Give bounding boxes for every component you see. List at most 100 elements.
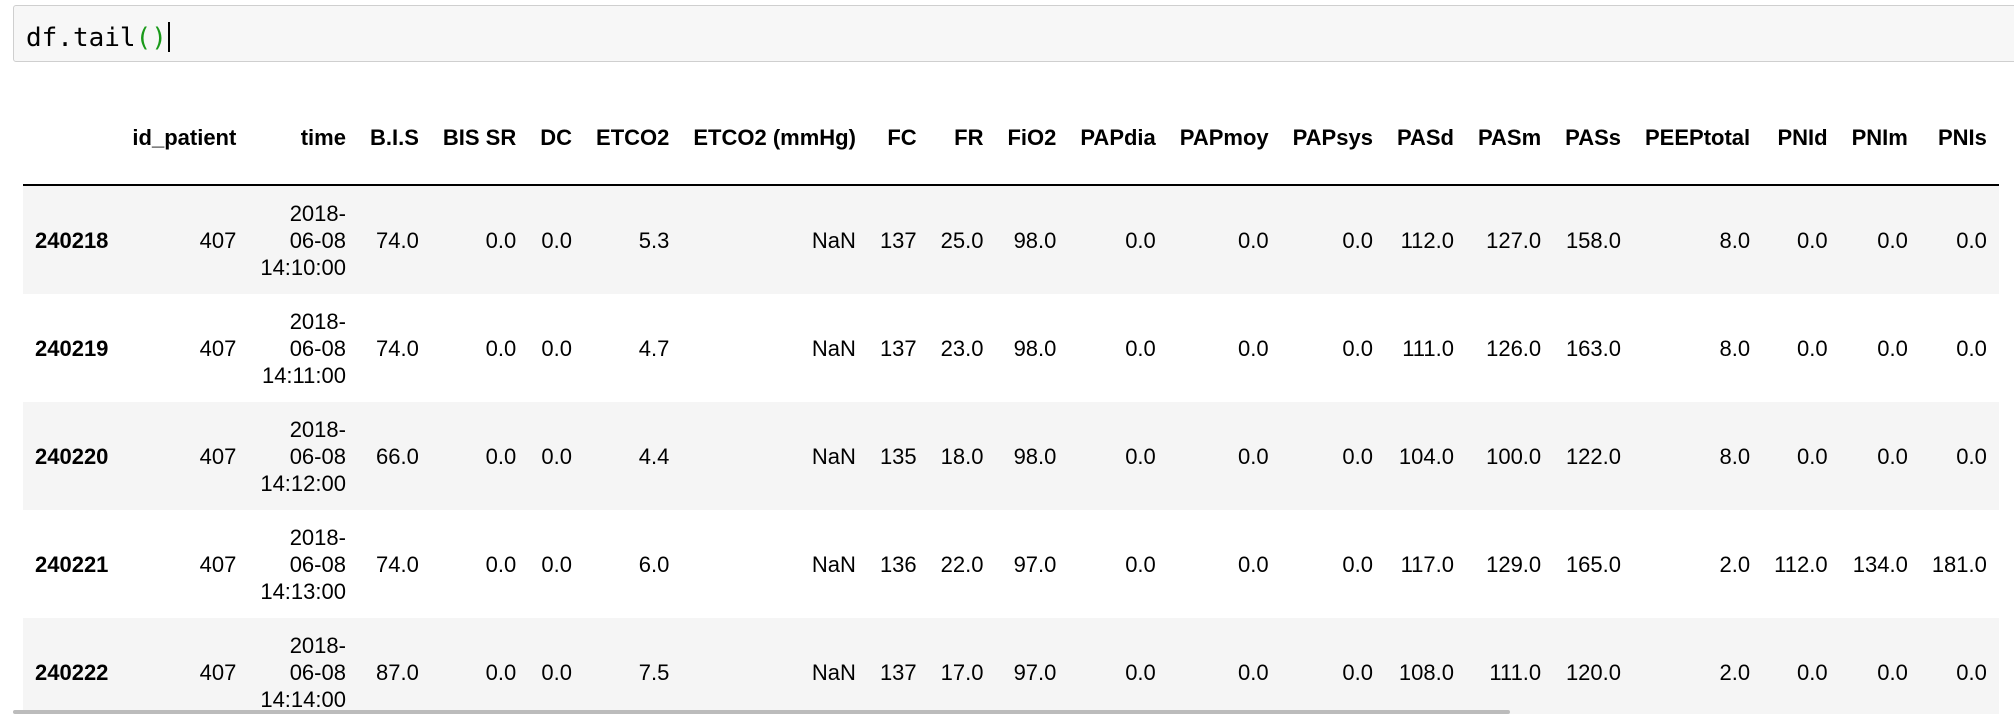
table-cell: 127.0 — [1486, 227, 1542, 253]
table-cell: 0.0 — [1877, 659, 1908, 685]
table-cell: 97.0 — [1013, 659, 1057, 685]
table-cell: 0.0 — [1238, 335, 1269, 361]
table-cell: 2.0 — [1719, 551, 1751, 577]
time-line: 14:10:00 — [260, 254, 346, 280]
table-cell: 0.0 — [541, 659, 573, 685]
table-cell: 98.0 — [1013, 335, 1057, 361]
table-cell: 74.0 — [376, 551, 419, 577]
column-header: FiO2 — [995, 90, 1069, 186]
table-row: 240222 407 2018- 06-08 14:14:00 87.0 0.0 0.0 7.5… — [23, 618, 1999, 714]
table-cell: 0.0 — [1956, 227, 1987, 253]
code-parens: () — [135, 23, 167, 53]
table-cell: 0.0 — [1125, 227, 1156, 253]
header-row: id_patient time B.I.S BIS SR DC ETCO2 ETCO2 (m… — [23, 90, 1999, 186]
column-header: PNIs — [1919, 90, 1999, 186]
table-cell: 0.0 — [485, 227, 517, 253]
column-header: B.I.S — [357, 90, 431, 186]
column-header: PAPsys — [1280, 90, 1385, 186]
time-line: 14:12:00 — [260, 470, 346, 496]
column-header: PASs — [1553, 90, 1633, 186]
time-line: 2018- — [289, 632, 346, 658]
table-cell: 74.0 — [376, 227, 419, 253]
table-cell: 0.0 — [1877, 443, 1908, 469]
table-cell: 18.0 — [940, 443, 984, 469]
time-line: 14:11:00 — [261, 362, 346, 388]
table-cell: 108.0 — [1398, 659, 1454, 685]
table-cell: 0.0 — [1125, 659, 1156, 685]
table-cell: 407 — [199, 551, 237, 577]
table-row: 240218 407 2018- 06-08 14:10:00 74.0 0.0 0.0 5.3… — [23, 185, 1999, 294]
table-cell: 0.0 — [485, 551, 517, 577]
table-cell: 120.0 — [1565, 659, 1621, 685]
table-cell: 0.0 — [541, 227, 573, 253]
table-cell: 165.0 — [1565, 551, 1621, 577]
time-line: 06-08 — [289, 443, 346, 469]
table-cell: NaN — [811, 443, 856, 469]
table-cell: 0.0 — [541, 335, 573, 361]
table-cell: 4.7 — [638, 335, 670, 361]
table-cell: 126.0 — [1486, 335, 1542, 361]
table-cell: 8.0 — [1719, 227, 1751, 253]
column-header: ETCO2 — [584, 90, 682, 186]
table-cell: 97.0 — [1013, 551, 1057, 577]
column-header: PASd — [1384, 90, 1466, 186]
table-cell: 407 — [199, 443, 237, 469]
table-cell: 407 — [199, 659, 237, 685]
table-cell: 74.0 — [376, 335, 419, 361]
table-cell: 117.0 — [1400, 551, 1454, 577]
table-cell: 87.0 — [376, 659, 419, 685]
table-cell: NaN — [811, 227, 856, 253]
time-line: 14:13:00 — [260, 578, 346, 604]
table-cell: 17.0 — [940, 659, 984, 685]
table-cell: 0.0 — [1238, 443, 1269, 469]
column-header: id_patient — [120, 90, 249, 186]
table-cell: 4.4 — [638, 443, 670, 469]
table-cell: 111.0 — [1402, 335, 1454, 361]
horizontal-scrollbar[interactable] — [13, 710, 1510, 714]
table-cell: 0.0 — [485, 335, 517, 361]
column-header: time — [248, 90, 358, 186]
column-header: PEEPtotal — [1633, 90, 1763, 186]
time-cell: 2018- 06-08 14:13:00 — [248, 510, 358, 618]
table-cell: 0.0 — [1956, 443, 1987, 469]
table-cell: 111.0 — [1489, 659, 1542, 685]
time-line: 06-08 — [289, 335, 346, 361]
table-cell: 129.0 — [1486, 551, 1542, 577]
table-cell: 0.0 — [1342, 443, 1373, 469]
table-cell: 0.0 — [1342, 551, 1373, 577]
table-cell: 0.0 — [1342, 659, 1373, 685]
table-cell: 0.0 — [1796, 335, 1828, 361]
table-cell: NaN — [811, 335, 856, 361]
table-cell: 0.0 — [1342, 335, 1373, 361]
table-cell: 181.0 — [1931, 551, 1987, 577]
code-input-area[interactable]: df.tail() — [13, 5, 2014, 62]
table-cell: 112.0 — [1774, 551, 1828, 577]
table-cell: 0.0 — [1238, 659, 1269, 685]
code-text: df.tail — [26, 23, 136, 53]
time-line: 06-08 — [289, 227, 346, 253]
table-cell: 407 — [199, 335, 237, 361]
column-header: PNId — [1762, 90, 1840, 186]
time-line: 06-08 — [289, 551, 346, 577]
row-index: 240221 — [35, 551, 109, 577]
column-header: ETCO2 (mmHg) — [681, 90, 868, 186]
table-cell: 0.0 — [1342, 227, 1373, 253]
time-line: 14:14:00 — [260, 686, 346, 712]
table-cell: NaN — [811, 551, 856, 577]
code-editor-line[interactable]: df.tail() — [26, 22, 170, 52]
table-cell: 0.0 — [1956, 659, 1987, 685]
table-cell: 5.3 — [638, 227, 670, 253]
table-header: id_patient time B.I.S BIS SR DC ETCO2 ETCO2 (m… — [23, 90, 1999, 186]
table-cell: 98.0 — [1013, 227, 1057, 253]
output-table-viewport: id_patient time B.I.S BIS SR DC ETCO2 ETCO2 (m… — [23, 90, 2014, 714]
time-line: 2018- — [289, 200, 346, 226]
table-cell: 135 — [879, 443, 917, 469]
table-cell: 137 — [879, 227, 917, 253]
column-header: PNIm — [1839, 90, 1920, 186]
column-header: BIS SR — [430, 90, 529, 186]
table-cell: 0.0 — [1796, 227, 1828, 253]
column-header: FC — [867, 90, 929, 186]
time-line: 2018- — [289, 308, 346, 334]
column-header: PAPmoy — [1167, 90, 1281, 186]
time-cell: 2018- 06-08 14:12:00 — [248, 402, 358, 510]
